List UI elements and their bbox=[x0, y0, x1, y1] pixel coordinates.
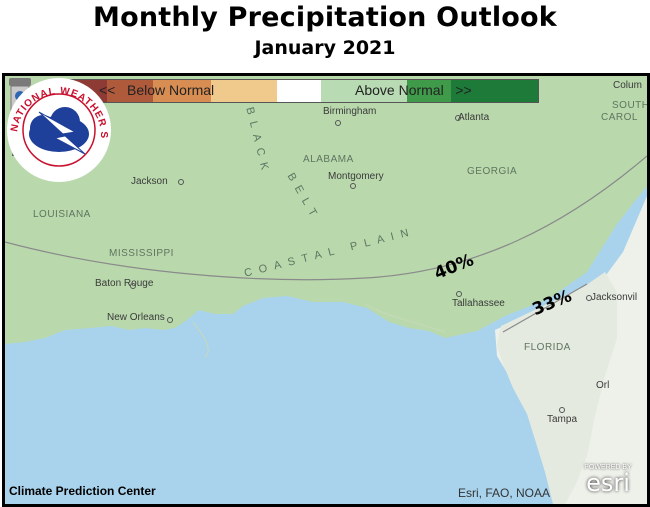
legend-swatch-above-2 bbox=[451, 80, 538, 102]
legend-swatch-neutral bbox=[277, 80, 321, 102]
page-subtitle: January 2021 bbox=[254, 37, 396, 59]
map-canvas bbox=[5, 76, 647, 504]
outlook-map[interactable]: << Below Normal Above Normal >> ALABAMA … bbox=[2, 73, 650, 507]
contour-coast-boundary bbox=[502, 283, 588, 333]
legend-swatch-below-2 bbox=[107, 80, 153, 102]
coastline bbox=[192, 303, 446, 359]
city-birmingham: Birmingham bbox=[323, 106, 377, 117]
contour-above-boundary bbox=[5, 155, 647, 281]
page-title: Monthly Precipitation Outlook bbox=[93, 2, 557, 33]
legend-swatch-above-0 bbox=[321, 80, 407, 102]
city-baton-rouge: Baton Rouge bbox=[95, 278, 154, 289]
legend-below-label: << Below Normal bbox=[99, 82, 215, 98]
state-label-mississippi: MISSISSIPPI bbox=[109, 248, 174, 259]
city-jackson: Jackson bbox=[131, 176, 168, 187]
above-normal-region bbox=[5, 76, 647, 344]
equal-chances-region bbox=[497, 272, 617, 504]
state-label-alabama: ALABAMA bbox=[303, 154, 354, 165]
state-label-south-carolina-2: CAROL bbox=[601, 112, 638, 123]
esri-powered-text: POWERED BY bbox=[584, 464, 632, 471]
legend-above-label: Above Normal >> bbox=[355, 82, 472, 98]
city-jacksonville: Jacksonvil bbox=[591, 292, 638, 303]
map-credit: Esri, FAO, NOAA bbox=[458, 486, 551, 500]
state-label-florida: FLORIDA bbox=[524, 342, 571, 353]
esri-logo-text: esri bbox=[586, 469, 630, 497]
city-atlanta: Atlanta bbox=[458, 112, 490, 123]
probability-legend: << Below Normal Above Normal >> bbox=[60, 79, 539, 103]
footer-cpc-label: Climate Prediction Center bbox=[9, 484, 156, 498]
city-new-orleans: New Orleans bbox=[107, 312, 165, 323]
city-orlando: Orl bbox=[596, 380, 610, 391]
legend-swatch-above-1 bbox=[407, 80, 451, 102]
state-label-south-carolina-1: SOUTH bbox=[612, 100, 650, 111]
legend-swatch-below-1 bbox=[153, 80, 211, 102]
city-tallahassee: Tallahassee bbox=[452, 298, 505, 309]
legend-swatch-below-0 bbox=[211, 80, 277, 102]
city-columbia: Colum bbox=[613, 80, 642, 91]
city-montgomery: Montgomery bbox=[328, 171, 384, 182]
nws-logo: NATIONAL WEATHER SERVICE bbox=[5, 76, 111, 182]
esri-logo: POWERED BY esri bbox=[577, 464, 639, 496]
state-label-georgia: GEORGIA bbox=[467, 166, 518, 177]
state-label-louisiana: LOUISIANA bbox=[33, 209, 91, 220]
city-tampa: Tampa bbox=[547, 414, 578, 425]
